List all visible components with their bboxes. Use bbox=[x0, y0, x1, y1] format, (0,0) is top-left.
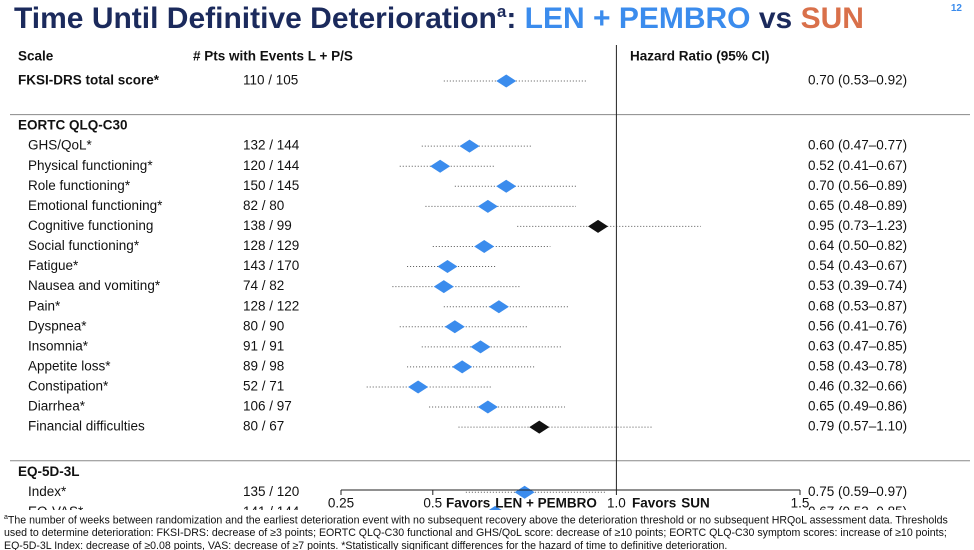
row-label: Cognitive functioning bbox=[28, 218, 153, 233]
events: 132 / 144 bbox=[243, 138, 300, 153]
ci-label: 0.67 (0.53–0.85) bbox=[808, 504, 907, 510]
events: 80 / 67 bbox=[243, 419, 284, 434]
hr-diamond bbox=[514, 485, 535, 499]
row-label: GHS/QoL* bbox=[28, 138, 93, 153]
row-label: Pain* bbox=[28, 298, 61, 313]
events: 82 / 80 bbox=[243, 198, 284, 213]
header-hr: Hazard Ratio (95% CI) bbox=[630, 49, 770, 64]
header-events: # Pts with Events L + P/S bbox=[193, 49, 353, 64]
events: 110 / 105 bbox=[243, 73, 298, 88]
row-label: Financial difficulties bbox=[28, 419, 145, 434]
section-label: EORTC QLQ-C30 bbox=[18, 118, 128, 133]
title-control: SUN bbox=[800, 2, 864, 35]
ci-label: 0.58 (0.43–0.78) bbox=[808, 358, 907, 373]
hr-diamond bbox=[488, 300, 509, 314]
hr-diamond bbox=[444, 320, 465, 334]
header-scale: Scale bbox=[18, 49, 54, 64]
row-label: Dyspnea* bbox=[28, 318, 87, 333]
events: 128 / 122 bbox=[243, 298, 299, 313]
row-label: Emotional functioning* bbox=[28, 198, 163, 213]
events: 52 / 71 bbox=[243, 379, 284, 394]
ci-label: 0.75 (0.59–0.97) bbox=[808, 484, 907, 499]
events: 89 / 98 bbox=[243, 358, 284, 373]
events: 128 / 129 bbox=[243, 238, 299, 253]
row-label: Fatigue* bbox=[28, 258, 79, 273]
hr-diamond bbox=[459, 139, 480, 153]
title-marker: a bbox=[496, 2, 507, 21]
events: 74 / 82 bbox=[243, 278, 284, 293]
hr-diamond bbox=[496, 179, 517, 193]
ci-label: 0.63 (0.47–0.85) bbox=[808, 338, 907, 353]
row-label: FKSI-DRS total score* bbox=[18, 73, 160, 88]
hr-diamond bbox=[488, 505, 502, 510]
ci-label: 0.70 (0.56–0.89) bbox=[808, 178, 907, 193]
hr-diamond bbox=[588, 219, 609, 233]
ci-label: 0.65 (0.48–0.89) bbox=[808, 198, 907, 213]
row-label: Index* bbox=[28, 484, 67, 499]
favors-left: LEN + PEMBRO bbox=[495, 496, 597, 510]
ci-label: 0.56 (0.41–0.76) bbox=[808, 318, 907, 333]
footnote-marker: a bbox=[4, 514, 8, 521]
hr-diamond bbox=[452, 360, 473, 374]
events: 138 / 99 bbox=[243, 218, 292, 233]
ci-label: 0.46 (0.32–0.66) bbox=[808, 379, 907, 394]
hr-diamond bbox=[430, 159, 451, 173]
ci-label: 0.65 (0.49–0.86) bbox=[808, 399, 907, 414]
hr-diamond bbox=[433, 280, 454, 294]
ci-label: 0.64 (0.50–0.82) bbox=[808, 238, 907, 253]
row-label: Nausea and vomiting* bbox=[28, 278, 161, 293]
row-label: Insomnia* bbox=[28, 338, 89, 353]
ci-label: 0.60 (0.47–0.77) bbox=[808, 138, 907, 153]
title-vs: vs bbox=[750, 2, 801, 35]
ci-label: 0.70 (0.53–0.92) bbox=[808, 73, 907, 88]
x-tick-label: 0.5 bbox=[423, 496, 442, 510]
events: 150 / 145 bbox=[243, 178, 299, 193]
hr-diamond bbox=[477, 199, 498, 213]
footnote: aThe number of weeks between randomizati… bbox=[4, 512, 966, 550]
events: 91 / 91 bbox=[243, 338, 284, 353]
hr-diamond bbox=[474, 239, 495, 253]
footnote-text: The number of weeks between randomizatio… bbox=[4, 514, 948, 550]
ci-label: 0.53 (0.39–0.74) bbox=[808, 278, 907, 293]
events: 143 / 170 bbox=[243, 258, 299, 273]
events: 135 / 120 bbox=[243, 484, 299, 499]
ci-label: 0.79 (0.57–1.10) bbox=[808, 419, 907, 434]
row-label: Appetite loss* bbox=[28, 358, 111, 373]
favors-right-prefix: Favors bbox=[632, 496, 676, 510]
ci-label: 0.95 (0.73–1.23) bbox=[808, 218, 907, 233]
events: 120 / 144 bbox=[243, 158, 300, 173]
row-label: EQ-VAS* bbox=[28, 504, 84, 510]
row-label: Role functioning* bbox=[28, 178, 131, 193]
ci-label: 0.52 (0.41–0.67) bbox=[808, 158, 907, 173]
hr-diamond bbox=[437, 260, 458, 274]
row-label: Physical functioning* bbox=[28, 158, 153, 173]
title: Time Until Definitive Deteriorationa: LE… bbox=[14, 2, 864, 36]
x-tick-label: 1.5 bbox=[791, 496, 810, 510]
row-label: Constipation* bbox=[28, 379, 109, 394]
section-label: EQ-5D-3L bbox=[18, 464, 80, 479]
events: 141 / 144 bbox=[243, 504, 300, 510]
hr-diamond bbox=[529, 420, 550, 434]
title-sep: : bbox=[506, 2, 525, 35]
row-label: Social functioning* bbox=[28, 238, 140, 253]
title-main: Time Until Definitive Deterioration bbox=[14, 2, 497, 35]
hr-diamond bbox=[408, 380, 429, 394]
page-number: 12 bbox=[950, 3, 962, 14]
forest-plot: Scale # Pts with Events L + P/S Hazard R… bbox=[10, 45, 970, 510]
favors-left-prefix: Favors bbox=[446, 496, 490, 510]
ci-label: 0.54 (0.43–0.67) bbox=[808, 258, 907, 273]
hr-diamond bbox=[496, 74, 517, 88]
row-label: Diarrhea* bbox=[28, 399, 86, 414]
x-tick-label: 1.0 bbox=[607, 496, 626, 510]
hr-diamond bbox=[470, 340, 491, 354]
title-treatment: LEN + PEMBRO bbox=[524, 2, 751, 35]
events: 106 / 97 bbox=[243, 399, 292, 414]
events: 80 / 90 bbox=[243, 318, 284, 333]
ci-label: 0.68 (0.53–0.87) bbox=[808, 298, 907, 313]
hr-diamond bbox=[477, 400, 498, 414]
favors-right: SUN bbox=[681, 496, 710, 510]
x-tick-label: 0.25 bbox=[328, 496, 354, 510]
